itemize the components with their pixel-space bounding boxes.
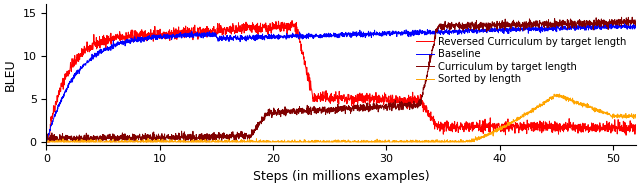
Curriculum by target length	[628, 16, 636, 18]
Sorted by length	[430, 141, 438, 143]
Sorted by length	[124, 141, 131, 143]
Curriculum by target length	[501, 24, 509, 27]
Line: Baseline: Baseline	[47, 23, 636, 142]
Line: Sorted by length: Sorted by length	[47, 94, 636, 142]
Curriculum by target length	[632, 24, 639, 27]
Reversed Curriculum by target length	[501, 129, 509, 131]
X-axis label: Steps (in millions examples): Steps (in millions examples)	[253, 170, 429, 183]
Reversed Curriculum by target length	[632, 128, 639, 131]
Line: Curriculum by target length: Curriculum by target length	[47, 17, 636, 142]
Curriculum by target length	[43, 138, 51, 140]
Baseline	[173, 36, 180, 38]
Sorted by length	[173, 141, 180, 143]
Sorted by length	[556, 93, 563, 95]
Baseline	[430, 31, 438, 33]
Reversed Curriculum by target length	[430, 118, 438, 120]
Baseline	[623, 22, 630, 24]
Y-axis label: BLEU: BLEU	[4, 58, 17, 91]
Curriculum by target length	[514, 24, 522, 26]
Curriculum by target length	[76, 141, 84, 143]
Reversed Curriculum by target length	[43, 141, 51, 143]
Baseline	[43, 141, 51, 143]
Curriculum by target length	[173, 135, 181, 137]
Reversed Curriculum by target length	[124, 36, 131, 38]
Sorted by length	[76, 140, 83, 142]
Reversed Curriculum by target length	[288, 19, 296, 22]
Sorted by length	[632, 117, 639, 119]
Curriculum by target length	[124, 134, 131, 137]
Reversed Curriculum by target length	[43, 140, 51, 142]
Line: Reversed Curriculum by target length: Reversed Curriculum by target length	[47, 21, 636, 142]
Baseline	[124, 39, 131, 41]
Curriculum by target length	[430, 43, 438, 45]
Baseline	[501, 27, 509, 29]
Baseline	[513, 27, 521, 30]
Curriculum by target length	[76, 138, 83, 140]
Reversed Curriculum by target length	[173, 31, 181, 34]
Sorted by length	[43, 141, 51, 143]
Baseline	[76, 68, 83, 71]
Sorted by length	[513, 116, 521, 119]
Reversed Curriculum by target length	[76, 58, 84, 60]
Sorted by length	[501, 125, 509, 127]
Baseline	[632, 24, 639, 27]
Legend: Reversed Curriculum by target length, Baseline, Curriculum by target length, Sor: Reversed Curriculum by target length, Ba…	[412, 33, 631, 88]
Reversed Curriculum by target length	[514, 126, 522, 128]
